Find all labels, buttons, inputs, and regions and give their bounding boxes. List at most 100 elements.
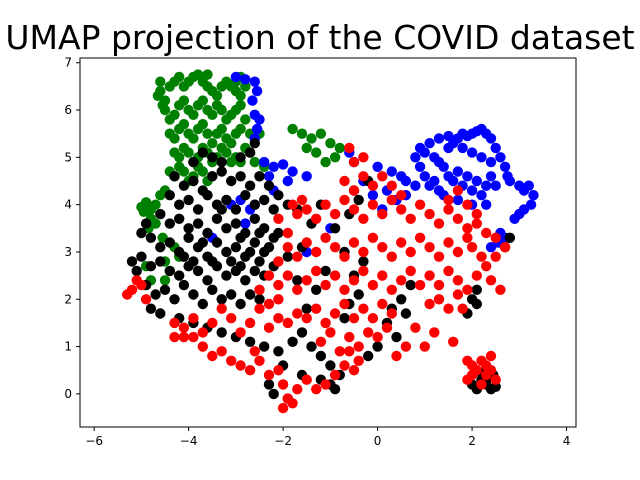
- data-point: [235, 100, 246, 111]
- data-point: [462, 284, 473, 295]
- data-point: [287, 398, 298, 409]
- data-point: [391, 350, 402, 362]
- data-point: [282, 270, 293, 281]
- data-point: [329, 152, 341, 163]
- data-point: [202, 69, 213, 80]
- data-point: [306, 341, 317, 352]
- data-point: [273, 213, 284, 224]
- data-point: [159, 284, 171, 295]
- data-point: [178, 279, 190, 291]
- data-point: [438, 161, 449, 172]
- data-point: [367, 279, 379, 291]
- data-point: [216, 204, 227, 215]
- data-point: [263, 369, 275, 381]
- data-point: [424, 138, 435, 149]
- data-point: [448, 175, 459, 187]
- data-point: [183, 232, 194, 243]
- data-point: [419, 147, 430, 158]
- data-point: [433, 251, 445, 262]
- data-point: [235, 261, 246, 272]
- data-point: [178, 119, 190, 130]
- data-point: [320, 156, 331, 168]
- data-point: [178, 180, 190, 191]
- y-tick-label: 3: [64, 245, 72, 259]
- data-point: [363, 350, 374, 362]
- data-point: [320, 199, 331, 210]
- data-point: [244, 336, 256, 347]
- data-point: [443, 130, 454, 142]
- data-point: [221, 270, 232, 281]
- data-point: [344, 142, 355, 154]
- data-point: [273, 227, 284, 239]
- data-point: [301, 303, 312, 314]
- data-point: [457, 303, 468, 314]
- data-point: [490, 142, 501, 154]
- data-point: [320, 379, 331, 390]
- data-point: [226, 256, 237, 267]
- data-point: [178, 331, 190, 343]
- data-point: [268, 388, 279, 400]
- data-point: [174, 152, 185, 163]
- data-point: [226, 138, 237, 149]
- data-point: [126, 284, 138, 295]
- data-point: [311, 246, 322, 258]
- data-point: [495, 152, 506, 163]
- data-point: [240, 114, 251, 125]
- data-point: [183, 147, 194, 158]
- data-point: [197, 298, 208, 310]
- x-tick-label: −6: [85, 434, 103, 448]
- data-point: [207, 317, 218, 329]
- data-point: [259, 341, 270, 352]
- data-point: [254, 227, 265, 239]
- data-point: [410, 152, 421, 163]
- data-point: [263, 298, 275, 310]
- data-point: [249, 346, 260, 357]
- data-point: [174, 213, 185, 224]
- data-point: [405, 246, 416, 258]
- data-point: [353, 289, 364, 300]
- data-point: [443, 194, 454, 206]
- data-point: [292, 275, 303, 286]
- data-point: [466, 369, 478, 381]
- data-point: [273, 294, 284, 305]
- data-point: [188, 133, 199, 144]
- data-point: [485, 133, 497, 144]
- data-point: [433, 294, 445, 305]
- data-point: [424, 298, 435, 310]
- data-point: [485, 350, 497, 362]
- data-point: [216, 123, 227, 135]
- data-point: [164, 190, 175, 201]
- data-point: [136, 251, 147, 262]
- data-point: [448, 336, 459, 347]
- data-point: [292, 308, 303, 319]
- data-point: [358, 213, 369, 224]
- data-point: [235, 360, 246, 371]
- data-point: [263, 171, 275, 182]
- data-point: [273, 190, 284, 201]
- data-point: [216, 294, 227, 305]
- data-point: [155, 308, 166, 319]
- data-point: [311, 384, 322, 395]
- data-point: [292, 284, 303, 295]
- data-point: [414, 232, 426, 243]
- data-point: [282, 317, 293, 329]
- data-point: [244, 289, 256, 300]
- data-point: [462, 232, 473, 243]
- points-layer: [122, 69, 539, 414]
- data-point: [315, 350, 327, 362]
- data-point: [240, 275, 251, 286]
- data-point: [367, 199, 379, 210]
- data-point: [457, 142, 468, 154]
- data-point: [396, 294, 407, 305]
- data-point: [329, 223, 341, 234]
- data-point: [358, 246, 369, 258]
- data-point: [471, 208, 482, 220]
- data-point: [178, 166, 190, 177]
- data-point: [251, 123, 263, 135]
- data-point: [400, 308, 412, 319]
- data-point: [311, 265, 322, 277]
- data-point: [443, 237, 454, 248]
- data-point: [235, 298, 246, 310]
- data-point: [207, 350, 218, 362]
- plot-area-frame: [79, 57, 577, 428]
